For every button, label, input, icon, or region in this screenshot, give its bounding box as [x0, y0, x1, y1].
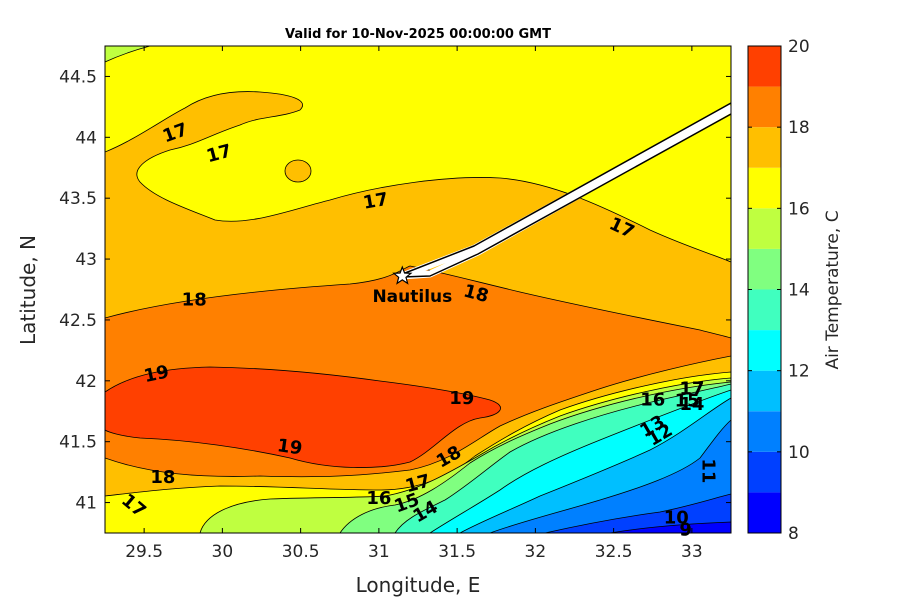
colorbar-swatch-10-11 [748, 411, 781, 452]
colorbar-swatch-15-16 [748, 208, 781, 249]
y-axis: 41 41.5 42 42.5 43 43.5 44 44.5 [59, 67, 731, 514]
colorbar-label: Air Temperature, C [823, 210, 843, 369]
contour-label: 15 [675, 391, 700, 412]
x-axis-label: Longitude, E [356, 573, 481, 597]
x-tick-label: 30 [212, 542, 234, 562]
band-19-20 [105, 366, 501, 468]
contour-label: 17 [361, 189, 389, 214]
band-9-10 [544, 493, 731, 533]
colorbar-ticks: 8 10 12 14 16 18 20 [748, 37, 810, 544]
x-tick-label: 30.5 [282, 542, 320, 562]
band-10-11 [489, 419, 731, 533]
colorbar [748, 46, 781, 533]
y-tick-label: 41.5 [59, 433, 97, 453]
colorbar-tick-label: 8 [788, 524, 799, 544]
ship-track-line [399, 102, 731, 276]
contour-label: 9 [679, 520, 692, 541]
x-tick-label: 31.5 [438, 542, 476, 562]
colorbar-tick-label: 12 [788, 362, 810, 382]
x-tick-label: 32.5 [595, 542, 633, 562]
contour-label: 18 [150, 467, 175, 488]
colorbar-swatch-19-20 [748, 46, 781, 87]
colorbar-tick-label: 10 [788, 443, 810, 463]
contour-label: 19 [276, 435, 304, 459]
y-tick-label: 41 [75, 494, 97, 514]
colorbar-tick-label: 16 [788, 199, 810, 219]
band-17-18-blob [284, 159, 312, 183]
contour-label: 18 [182, 289, 207, 310]
colorbar-swatch-14-15 [748, 248, 781, 290]
plot-frame [104, 45, 732, 534]
nautilus-label: Nautilus [372, 287, 452, 307]
colorbar-tick-label: 14 [788, 281, 810, 301]
y-tick-label: 43.5 [59, 189, 97, 209]
colorbar-swatch-16-17 [748, 167, 781, 209]
contour-label: 14 [679, 394, 704, 415]
colorbar-tick-label: 20 [788, 37, 810, 57]
colorbar-swatch-9-10 [748, 451, 781, 493]
x-tick-label: 32 [525, 542, 547, 562]
contour-label: 17 [679, 378, 704, 399]
y-tick-label: 42 [75, 372, 97, 392]
contour-label: 16 [640, 389, 665, 410]
contour-label: 10 [664, 507, 689, 528]
ship-track [398, 103, 731, 280]
contour-label: 19 [142, 361, 171, 387]
x-axis: 29.5 30 30.5 31 31.5 32 32.5 33 [125, 46, 703, 562]
ship-track-line-2 [401, 113, 731, 278]
colorbar-swatch-8-9 [748, 492, 781, 533]
x-tick-label: 33 [681, 542, 703, 562]
colorbar-swatch-12-13 [748, 330, 781, 371]
nautilus-star-marker [392, 265, 413, 285]
x-tick-label: 31 [368, 542, 390, 562]
colorbar-swatch-18-19 [748, 86, 781, 128]
y-tick-label: 44 [75, 128, 97, 148]
chart-title: Valid for 10-Nov-2025 00:00:00 GMT [285, 27, 551, 42]
y-tick-label: 44.5 [59, 67, 97, 87]
colorbar-tick-label: 18 [788, 118, 810, 138]
y-tick-label: 42.5 [59, 311, 97, 331]
contour-label: 16 [366, 488, 391, 509]
contour-label: 11 [698, 458, 719, 483]
plot-area [105, 46, 731, 533]
contour-label: 19 [449, 388, 474, 409]
colorbar-swatch-13-14 [748, 289, 781, 331]
y-axis-label: Latitude, N [16, 235, 40, 345]
colorbar-swatch-11-12 [748, 370, 781, 412]
colorbar-swatch-17-18 [748, 127, 781, 168]
x-tick-label: 29.5 [125, 542, 163, 562]
y-tick-label: 43 [75, 250, 97, 270]
